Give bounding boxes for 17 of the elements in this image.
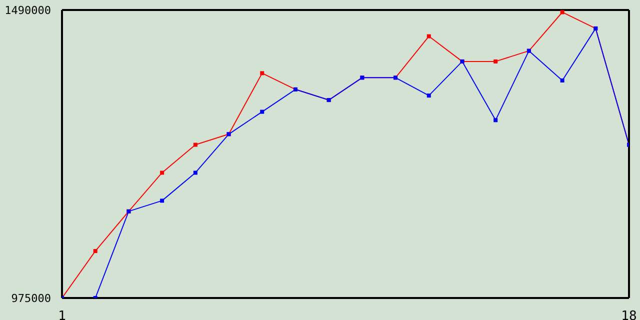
y-tick-label: 1490000 xyxy=(4,4,51,17)
point xyxy=(160,198,164,203)
y-tick-label: 975000 xyxy=(11,292,51,305)
x-tick-label: 18 xyxy=(621,309,637,320)
point xyxy=(193,142,198,147)
x-tick-label: 1 xyxy=(58,309,66,320)
point xyxy=(193,170,198,175)
point xyxy=(494,118,498,122)
point xyxy=(426,34,431,38)
point xyxy=(560,78,564,82)
point xyxy=(160,170,164,175)
point xyxy=(560,10,564,14)
point xyxy=(494,59,498,64)
point xyxy=(93,249,98,254)
point xyxy=(426,94,431,98)
point xyxy=(260,110,264,114)
point xyxy=(260,71,264,76)
